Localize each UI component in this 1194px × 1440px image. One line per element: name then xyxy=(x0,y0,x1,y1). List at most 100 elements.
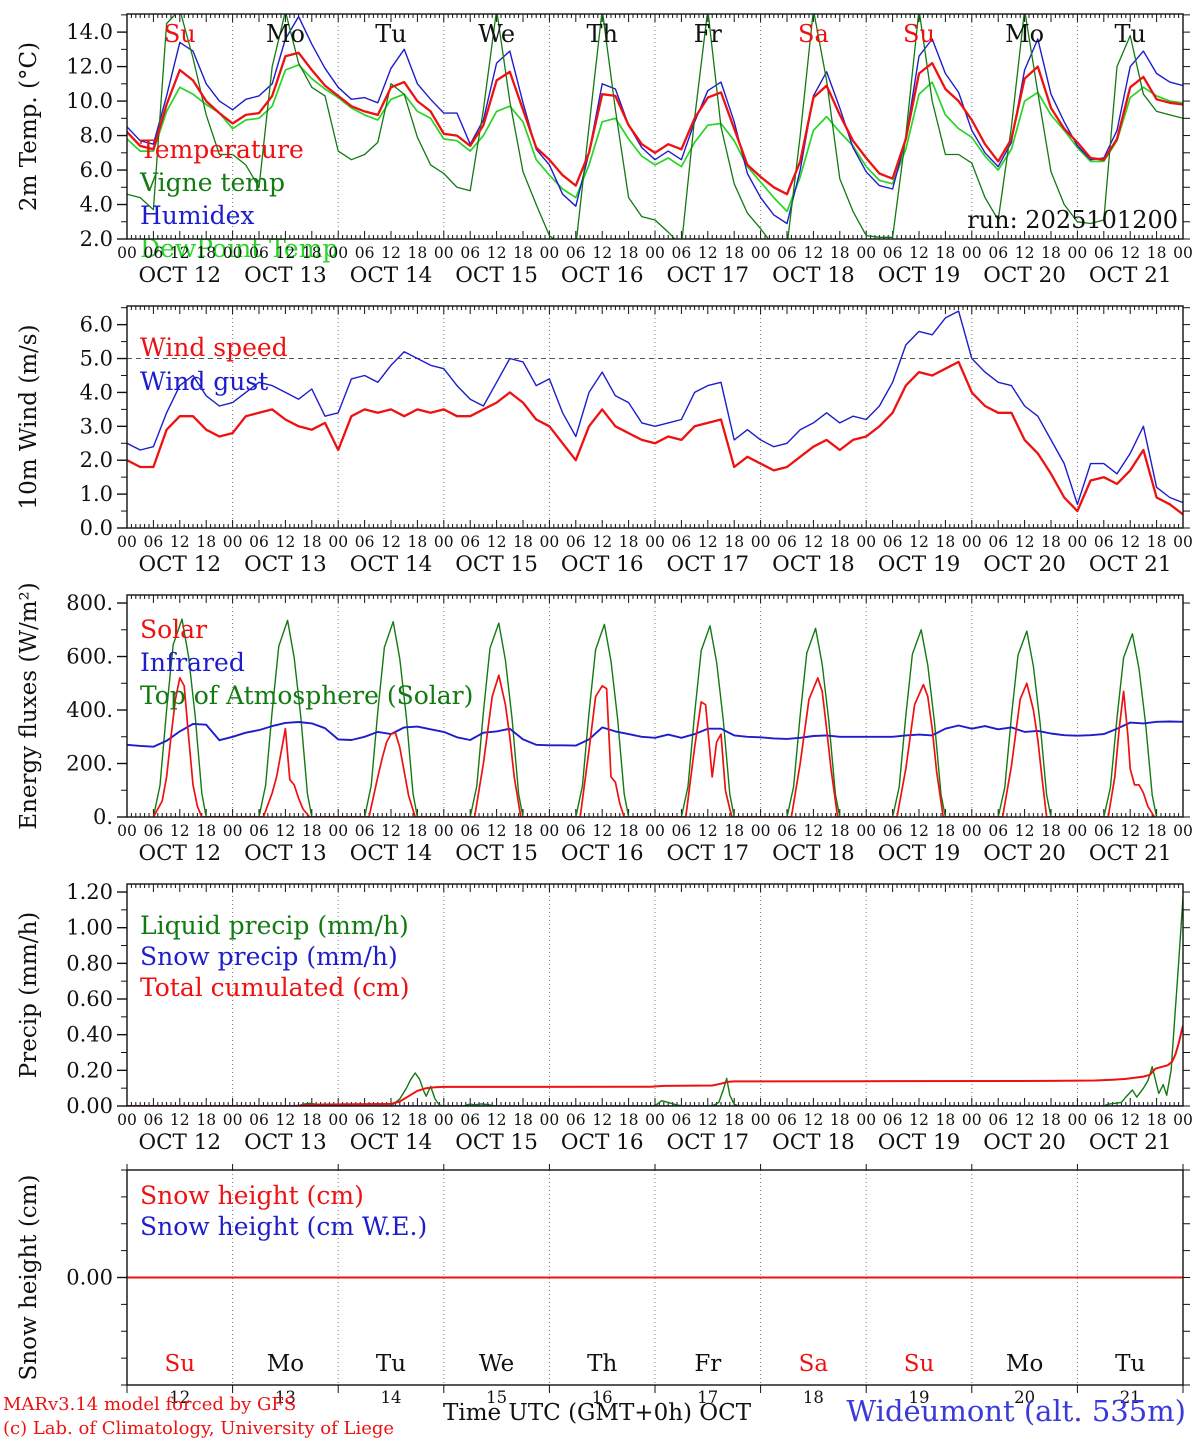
hour-label: 18 xyxy=(196,822,216,840)
date-label: OCT 16 xyxy=(561,841,644,866)
y-tick-label: 10.0 xyxy=(66,89,113,113)
hour-label: 18 xyxy=(302,1111,322,1129)
date-label: OCT 15 xyxy=(455,1130,538,1155)
hour-label: 12 xyxy=(276,822,296,840)
date-label: OCT 16 xyxy=(561,552,644,577)
date-label: OCT 14 xyxy=(350,841,433,866)
hour-label: 06 xyxy=(1094,822,1114,840)
hour-label: 18 xyxy=(513,533,533,551)
hour-label: 12 xyxy=(487,533,507,551)
date-label: OCT 17 xyxy=(666,1130,749,1155)
hour-label: 06 xyxy=(672,822,692,840)
date-label: OCT 18 xyxy=(772,552,855,577)
hour-label: 18 xyxy=(408,244,428,262)
day-name-label: Tu xyxy=(1115,1351,1145,1377)
model-credit-line2: (c) Lab. of Climatology, University of L… xyxy=(3,1418,395,1439)
hour-label: 00 xyxy=(1068,822,1088,840)
hour-label: 00 xyxy=(223,822,243,840)
date-label: OCT 19 xyxy=(878,841,961,866)
hour-label: 00 xyxy=(540,244,560,262)
hour-label: 12 xyxy=(592,822,612,840)
hour-label: 00 xyxy=(962,533,982,551)
hour-label: 18 xyxy=(936,822,956,840)
hour-label: 06 xyxy=(672,533,692,551)
day-name-label: Sa xyxy=(798,20,829,48)
y-tick-label: 3.0 xyxy=(80,414,113,438)
hour-label: 00 xyxy=(117,822,137,840)
hour-label: 06 xyxy=(883,533,903,551)
date-label: OCT 17 xyxy=(666,552,749,577)
day-number-label: 13 xyxy=(275,1388,296,1407)
day-name-label: Su xyxy=(164,20,196,48)
day-number-label: 14 xyxy=(381,1388,402,1407)
hour-label: 12 xyxy=(592,533,612,551)
hour-label: 06 xyxy=(883,1111,903,1129)
hour-label: 12 xyxy=(804,1111,824,1129)
hour-label: 06 xyxy=(566,822,586,840)
hour-label: 00 xyxy=(1173,533,1193,551)
hour-label: 18 xyxy=(196,533,216,551)
date-label: OCT 12 xyxy=(138,841,221,866)
hour-label: 18 xyxy=(1041,822,1061,840)
hour-label: 06 xyxy=(249,533,269,551)
hour-label: 12 xyxy=(487,822,507,840)
hour-label: 18 xyxy=(619,533,639,551)
date-label: OCT 13 xyxy=(244,552,327,577)
day-name-label: Mo xyxy=(267,1351,304,1377)
hour-label: 00 xyxy=(1173,244,1193,262)
hour-label: 06 xyxy=(355,244,375,262)
legend-snow-height: Snow height (cm) xyxy=(140,1181,364,1210)
hour-label: 12 xyxy=(1015,1111,1035,1129)
hour-label: 12 xyxy=(381,533,401,551)
legend-temperature: Temperature xyxy=(140,135,304,164)
y-axis-ticks: 0.00 xyxy=(66,1169,1190,1386)
y-tick-label: 200. xyxy=(66,752,113,776)
y-tick-label: 600. xyxy=(66,645,113,669)
hour-label: 18 xyxy=(408,533,428,551)
day-name-label: Mo xyxy=(266,20,305,48)
hour-label: 00 xyxy=(962,822,982,840)
hour-label: 06 xyxy=(355,1111,375,1129)
hour-label: 18 xyxy=(830,1111,850,1129)
day-name-label: Su xyxy=(165,1351,196,1377)
day-name-label: Tu xyxy=(1114,20,1145,48)
date-label: OCT 17 xyxy=(666,263,749,288)
hour-label: 06 xyxy=(249,822,269,840)
hour-label: 12 xyxy=(170,822,190,840)
hour-label: 18 xyxy=(302,244,322,262)
date-label: OCT 18 xyxy=(772,1130,855,1155)
hour-label: 00 xyxy=(751,1111,771,1129)
hour-label: 12 xyxy=(1120,1111,1140,1129)
y-tick-label: 1.20 xyxy=(66,880,113,904)
hour-label: 06 xyxy=(144,1111,164,1129)
date-label: OCT 12 xyxy=(138,263,221,288)
hour-label: 18 xyxy=(1041,244,1061,262)
hour-label: 00 xyxy=(223,1111,243,1129)
legend-solar: Solar xyxy=(140,615,207,644)
hour-label: 18 xyxy=(513,822,533,840)
hour-label: 18 xyxy=(619,822,639,840)
legend-vigne-temp: Vigne temp xyxy=(139,168,285,197)
hour-label: 18 xyxy=(936,244,956,262)
hour-label: 18 xyxy=(619,1111,639,1129)
hour-label: 00 xyxy=(1068,244,1088,262)
hour-label: 00 xyxy=(223,533,243,551)
time-axis-title: Time UTC (GMT+0h) OCT xyxy=(443,1400,752,1426)
y-tick-label: 5.0 xyxy=(80,347,113,371)
hour-label: 00 xyxy=(223,244,243,262)
date-label: OCT 13 xyxy=(244,263,327,288)
hour-label: 00 xyxy=(856,1111,876,1129)
hour-label: 06 xyxy=(988,244,1008,262)
top-of-atmosphere-line xyxy=(152,618,1158,817)
date-label: OCT 14 xyxy=(350,263,433,288)
hour-label: 12 xyxy=(1120,533,1140,551)
date-label: OCT 14 xyxy=(350,552,433,577)
date-label: OCT 13 xyxy=(244,1130,327,1155)
wind-gust-line xyxy=(127,310,1183,505)
date-label: OCT 19 xyxy=(878,1130,961,1155)
panel-flux: 800. 600. 400. 200. 0. Solar Infrared Top of At… xyxy=(16,582,1193,866)
